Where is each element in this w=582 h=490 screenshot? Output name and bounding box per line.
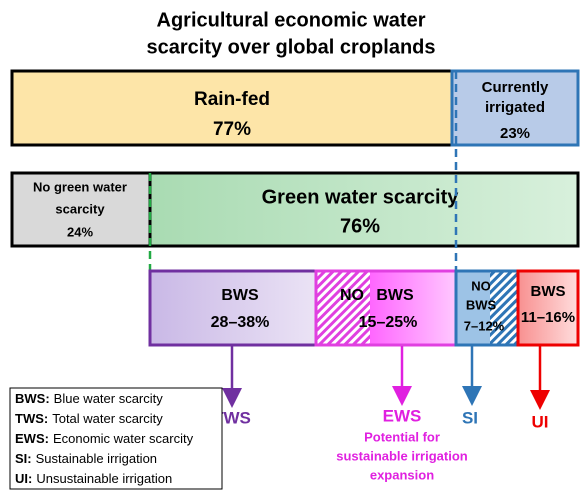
legend: BWS: Blue water scarcity TWS: Total water s…	[15, 391, 194, 486]
label: Green water scarcity	[262, 186, 460, 208]
hatch	[316, 271, 370, 345]
box	[148, 269, 318, 347]
outcome: EWS	[383, 406, 422, 425]
label: 76%	[340, 215, 380, 237]
note: expansion	[370, 467, 434, 482]
legend-item: SI: Sustainable irrigation	[15, 451, 157, 466]
label: BWS	[531, 283, 566, 300]
label: No green water	[33, 179, 127, 194]
box	[10, 171, 152, 248]
legend-abbr: BWS:	[15, 391, 50, 406]
title-line: Agricultural economic water	[157, 9, 426, 31]
label: 24%	[67, 224, 93, 239]
label: NO	[340, 287, 364, 304]
legend-item: EWS: Economic water scarcity	[15, 431, 194, 446]
label: irrigated	[485, 99, 545, 116]
label: BWS	[221, 287, 259, 304]
box	[450, 69, 580, 147]
note: Potential for	[364, 429, 440, 444]
label: NO	[471, 278, 491, 293]
legend-item: UI: Unsustainable irrigation	[15, 471, 172, 486]
box	[148, 171, 580, 248]
label: Rain-fed	[194, 89, 270, 110]
legend-item: BWS: Blue water scarcity	[15, 391, 163, 406]
legend-abbr: EWS:	[15, 431, 49, 446]
label: 23%	[500, 125, 530, 142]
hatch	[490, 271, 518, 345]
label: BWS	[376, 287, 414, 304]
title-line: scarcity over global croplands	[147, 36, 436, 58]
box	[516, 269, 580, 347]
legend-item: TWS: Total water scarcity	[15, 411, 163, 426]
label: 28–38%	[211, 314, 270, 331]
box	[456, 271, 490, 345]
legend-text: Total water scarcity	[52, 411, 163, 426]
label: Currently	[482, 79, 549, 96]
label: 11–16%	[521, 309, 575, 326]
legend-abbr: TWS:	[15, 411, 48, 426]
legend-text: Unsustainable irrigation	[36, 471, 172, 486]
note: sustainable irrigation	[336, 448, 468, 463]
label: scarcity	[55, 201, 105, 216]
legend-text: Sustainable irrigation	[36, 451, 157, 466]
outcome: SI	[462, 408, 478, 427]
legend-abbr: SI:	[15, 451, 32, 466]
legend-text: Blue water scarcity	[54, 391, 164, 406]
label: 7–12%	[464, 318, 505, 333]
legend-box	[9, 387, 223, 490]
label: BWS	[466, 297, 497, 312]
label: 77%	[213, 119, 251, 140]
legend-text: Economic water scarcity	[53, 431, 194, 446]
label: 15–25%	[359, 314, 418, 331]
box	[370, 271, 456, 345]
box	[10, 69, 454, 147]
legend-abbr: UI:	[15, 471, 32, 486]
outcome: UI	[532, 412, 549, 431]
title: Agricultural economic water scarcity ove…	[147, 9, 436, 58]
outcome: TWS	[213, 408, 251, 427]
